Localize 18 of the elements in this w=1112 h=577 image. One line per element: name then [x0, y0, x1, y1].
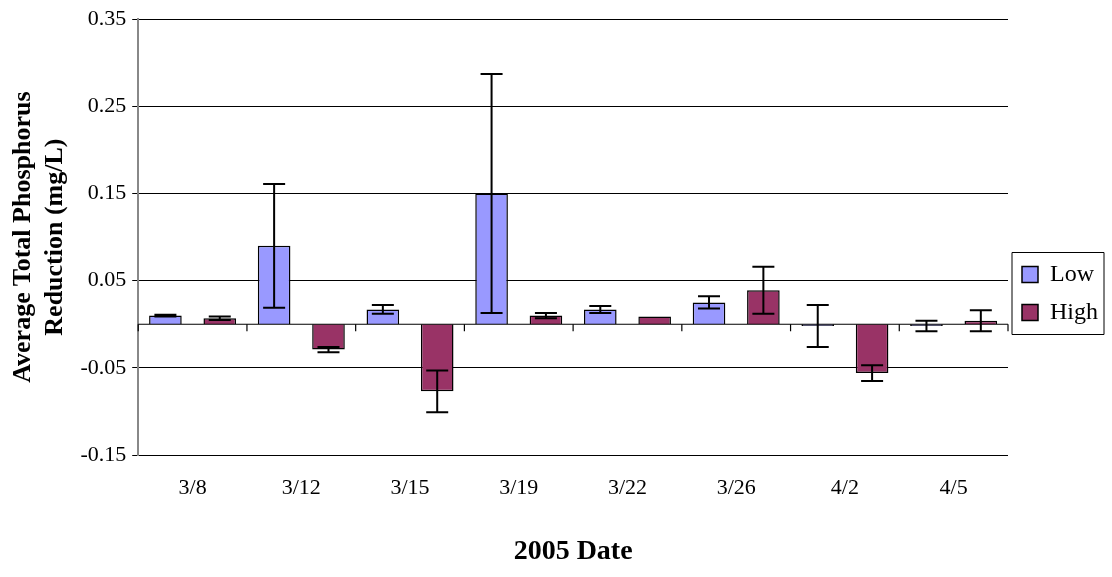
x-tick-label: 3/26	[716, 473, 756, 499]
y-tick-label: 0.35	[87, 4, 127, 30]
y-tick-label: 0.25	[87, 92, 127, 118]
x-tick-label: 4/5	[939, 473, 968, 499]
x-axis-title: 2005 Date	[513, 534, 633, 566]
y-tick-label: 0.05	[87, 266, 127, 292]
x-tick-label: 3/22	[607, 473, 648, 499]
x-tick-label: 3/19	[499, 473, 539, 499]
x-tick-label: 3/8	[178, 473, 207, 499]
y-tick-label: -0.05	[80, 353, 127, 379]
y-axis-title: Average Total Phosphorus Reduction (mg/L)	[7, 91, 68, 383]
legend-label: High	[1050, 297, 1098, 324]
x-tick-label: 3/15	[390, 473, 430, 499]
x-tick-label: 3/12	[281, 473, 321, 499]
y-tick-label: -0.15	[80, 440, 127, 466]
legend-label: Low	[1050, 259, 1095, 286]
y-tick-label: 0.15	[87, 179, 127, 205]
x-tick-label: 4/2	[830, 473, 859, 499]
